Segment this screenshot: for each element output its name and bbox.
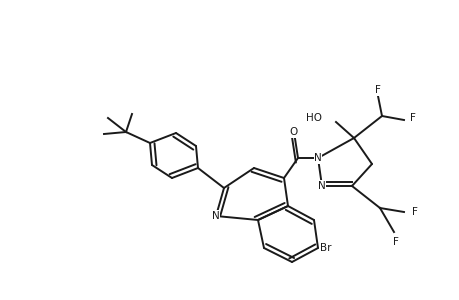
- Text: F: F: [374, 85, 380, 95]
- Text: N: N: [313, 153, 321, 163]
- Text: O: O: [289, 127, 297, 137]
- Text: Br: Br: [319, 243, 331, 253]
- Text: F: F: [409, 113, 415, 123]
- Text: N: N: [212, 211, 219, 221]
- Text: F: F: [411, 207, 417, 217]
- Text: F: F: [392, 237, 398, 247]
- Text: HO: HO: [305, 113, 321, 123]
- Text: N: N: [318, 181, 325, 191]
